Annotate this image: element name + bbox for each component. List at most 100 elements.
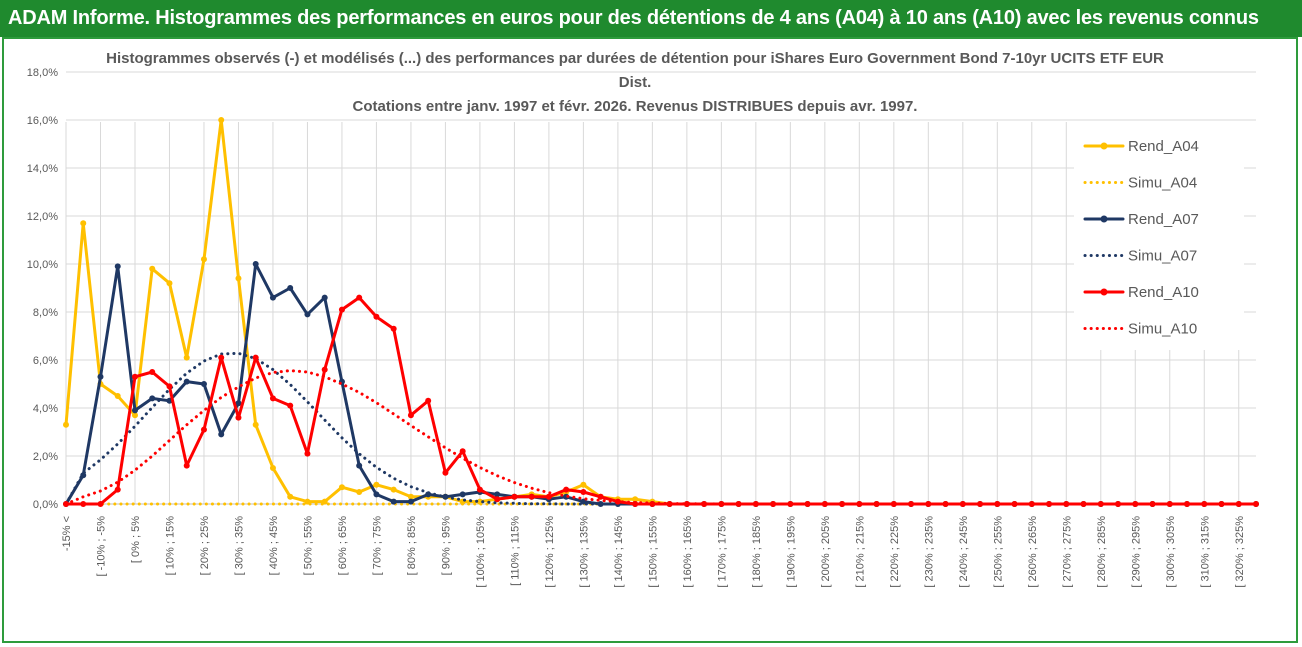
data-point-rend_a04 <box>166 280 173 287</box>
x-tick-label: [ 220% ; 225% <box>889 516 901 588</box>
data-point-rend_a07 <box>269 294 276 301</box>
x-tick-label: [ 0% ; 5% <box>130 516 142 563</box>
legend-label-simu_a07: Simu_A07 <box>1128 248 1197 265</box>
x-tick-label: [ 30% ; 35% <box>233 516 245 576</box>
data-point-rend_a07 <box>149 395 156 402</box>
data-point-rend_a07 <box>287 285 294 291</box>
data-point-rend_a10 <box>770 501 777 507</box>
data-point-rend_a10 <box>994 501 1001 507</box>
x-tick-label: [ 280% ; 285% <box>1096 516 1108 588</box>
data-point-rend_a07 <box>373 491 380 498</box>
x-tick-label: [ 310% ; 315% <box>1199 516 1211 588</box>
data-point-rend_a04 <box>338 484 345 491</box>
data-point-rend_a10 <box>373 313 380 320</box>
series-line-simu_a07 <box>64 351 1258 506</box>
x-tick-label: [ 230% ; 235% <box>923 516 935 588</box>
x-tick-label: [ 50% ; 55% <box>302 516 314 576</box>
y-tick-label: 10,0% <box>27 259 58 271</box>
y-tick-label: 12,0% <box>27 211 58 223</box>
y-tick-label: 8,0% <box>33 307 58 319</box>
data-point-rend_a10 <box>166 383 173 390</box>
data-point-rend_a04 <box>63 421 69 428</box>
legend-label-simu_a10: Simu_A10 <box>1128 321 1197 338</box>
data-point-rend_a07 <box>183 378 190 385</box>
x-tick-label: [ 270% ; 275% <box>1061 516 1073 588</box>
x-tick-label: [ 110% ; 115% <box>509 516 521 586</box>
x-tick-label: [ 70% ; 75% <box>371 516 383 576</box>
data-point-rend_a04 <box>580 481 587 488</box>
data-point-rend_a10 <box>1184 501 1191 507</box>
data-point-rend_a07 <box>131 407 138 414</box>
y-tick-label: 6,0% <box>33 355 58 367</box>
x-tick-label: [ 10% ; 15% <box>164 516 176 576</box>
data-point-rend_a10 <box>338 306 345 313</box>
data-point-rend_a10 <box>494 496 501 503</box>
plot-area <box>63 117 1259 507</box>
y-tick-label: 2,0% <box>33 451 58 463</box>
legend-marker-rend_a04 <box>1100 142 1108 150</box>
x-tick-label: [ 80% ; 85% <box>406 516 418 576</box>
data-point-rend_a10 <box>545 493 552 500</box>
data-point-rend_a04 <box>235 275 242 282</box>
data-point-rend_a07 <box>97 373 104 380</box>
x-tick-label: [ 240% ; 245% <box>958 516 970 588</box>
data-point-rend_a10 <box>407 412 414 419</box>
y-tick-label: 16,0% <box>27 115 58 127</box>
data-point-rend_a10 <box>890 501 897 507</box>
x-tick-label: [ 320% ; 325% <box>1234 516 1246 588</box>
x-tick-label: [ 20% ; 25% <box>199 516 211 576</box>
data-point-rend_a07 <box>304 311 311 318</box>
data-point-rend_a04 <box>632 496 639 503</box>
data-point-rend_a10 <box>218 354 225 361</box>
data-point-rend_a10 <box>390 325 397 332</box>
data-point-rend_a10 <box>80 501 87 507</box>
data-point-rend_a07 <box>597 501 604 507</box>
data-point-rend_a10 <box>356 294 363 301</box>
data-point-rend_a07 <box>235 400 242 407</box>
legend-background <box>1074 122 1244 350</box>
data-point-rend_a10 <box>252 354 259 361</box>
data-point-rend_a07 <box>114 263 121 270</box>
data-point-rend_a04 <box>200 256 207 263</box>
data-point-rend_a07 <box>321 294 328 301</box>
data-point-rend_a04 <box>149 265 156 272</box>
x-tick-label: [ 130% ; 135% <box>578 516 590 588</box>
legend-marker-rend_a07 <box>1100 215 1108 223</box>
chart-title-line-2: Dist. <box>618 74 652 91</box>
x-tick-label: [ 210% ; 215% <box>854 516 866 588</box>
data-point-rend_a07 <box>459 491 466 498</box>
data-point-rend_a10 <box>528 493 535 500</box>
x-axis-ticks: -15% < [ -10% ; -5% [ 0% ; 5% [ 10% ; 15% [ … <box>61 516 1246 588</box>
x-tick-label: [ 290% ; 295% <box>1130 516 1142 588</box>
data-point-rend_a10 <box>97 501 104 507</box>
data-point-rend_a10 <box>563 486 570 493</box>
data-point-rend_a04 <box>269 465 276 471</box>
data-point-rend_a10 <box>476 486 483 493</box>
x-tick-label: [ 140% ; 145% <box>613 516 625 588</box>
data-point-rend_a10 <box>1080 501 1087 507</box>
data-point-rend_a10 <box>1253 501 1259 507</box>
data-point-rend_a10 <box>304 450 311 457</box>
x-tick-label: [ 150% ; 155% <box>647 516 659 588</box>
data-point-rend_a10 <box>200 426 207 433</box>
x-tick-label: [ 60% ; 65% <box>337 516 349 576</box>
series-line-rend_a10 <box>64 296 1258 506</box>
legend-label-simu_a04: Simu_A04 <box>1128 175 1197 192</box>
x-tick-label: [ 190% ; 195% <box>785 516 797 588</box>
data-point-rend_a10 <box>1011 501 1018 507</box>
data-point-rend_a10 <box>804 501 811 507</box>
data-point-rend_a10 <box>287 402 294 409</box>
x-tick-label: [ 120% ; 125% <box>544 516 556 588</box>
x-tick-label: [ 300% ; 305% <box>1165 516 1177 588</box>
x-tick-label: [ 170% ; 175% <box>716 516 728 588</box>
data-point-rend_a07 <box>200 381 207 387</box>
chart-frame <box>2 37 1298 643</box>
y-tick-label: 0,0% <box>33 499 58 511</box>
x-tick-label: [ 160% ; 165% <box>682 516 694 588</box>
chart-title-line-1: Histogrammes observés (-) et modélisés (… <box>106 50 1164 67</box>
data-point-rend_a10 <box>321 366 328 373</box>
data-point-rend_a04 <box>183 354 190 361</box>
data-point-rend_a10 <box>269 395 276 402</box>
data-point-rend_a10 <box>683 501 690 507</box>
data-point-rend_a10 <box>511 493 518 500</box>
